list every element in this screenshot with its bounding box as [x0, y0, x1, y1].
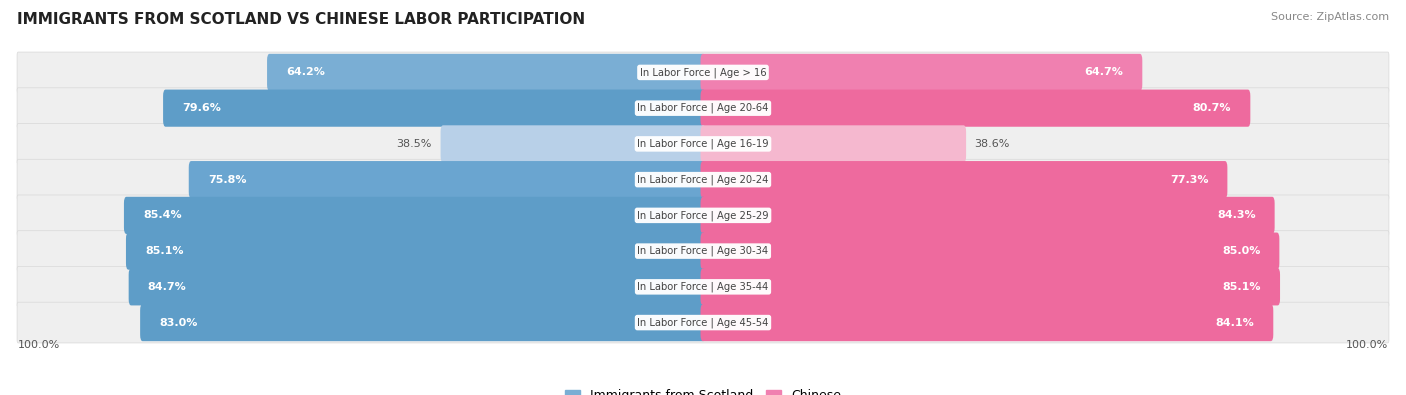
FancyBboxPatch shape [700, 54, 1142, 91]
Text: 85.4%: 85.4% [143, 211, 181, 220]
FancyBboxPatch shape [700, 161, 1227, 198]
FancyBboxPatch shape [267, 54, 706, 91]
FancyBboxPatch shape [17, 302, 1389, 343]
Text: 64.7%: 64.7% [1084, 68, 1123, 77]
FancyBboxPatch shape [188, 161, 706, 198]
Legend: Immigrants from Scotland, Chinese: Immigrants from Scotland, Chinese [560, 384, 846, 395]
Text: IMMIGRANTS FROM SCOTLAND VS CHINESE LABOR PARTICIPATION: IMMIGRANTS FROM SCOTLAND VS CHINESE LABO… [17, 12, 585, 27]
Text: 75.8%: 75.8% [208, 175, 246, 184]
FancyBboxPatch shape [17, 195, 1389, 236]
Text: 77.3%: 77.3% [1170, 175, 1208, 184]
FancyBboxPatch shape [17, 231, 1389, 271]
FancyBboxPatch shape [700, 197, 1275, 234]
FancyBboxPatch shape [17, 88, 1389, 128]
Text: In Labor Force | Age 25-29: In Labor Force | Age 25-29 [637, 210, 769, 221]
FancyBboxPatch shape [163, 90, 706, 127]
FancyBboxPatch shape [141, 304, 706, 341]
FancyBboxPatch shape [700, 304, 1274, 341]
FancyBboxPatch shape [17, 52, 1389, 93]
Text: In Labor Force | Age 20-64: In Labor Force | Age 20-64 [637, 103, 769, 113]
Text: 84.3%: 84.3% [1218, 211, 1256, 220]
FancyBboxPatch shape [17, 159, 1389, 200]
FancyBboxPatch shape [700, 125, 966, 162]
Text: 100.0%: 100.0% [1346, 340, 1388, 350]
Text: 79.6%: 79.6% [183, 103, 221, 113]
FancyBboxPatch shape [17, 124, 1389, 164]
Text: 38.5%: 38.5% [396, 139, 432, 149]
Text: 85.0%: 85.0% [1222, 246, 1260, 256]
Text: 85.1%: 85.1% [145, 246, 183, 256]
FancyBboxPatch shape [17, 267, 1389, 307]
Text: In Labor Force | Age 35-44: In Labor Force | Age 35-44 [637, 282, 769, 292]
Text: In Labor Force | Age > 16: In Labor Force | Age > 16 [640, 67, 766, 78]
Text: 83.0%: 83.0% [159, 318, 197, 327]
Text: 80.7%: 80.7% [1192, 103, 1232, 113]
Text: 38.6%: 38.6% [974, 139, 1010, 149]
Text: In Labor Force | Age 20-24: In Labor Force | Age 20-24 [637, 174, 769, 185]
Text: 84.1%: 84.1% [1216, 318, 1254, 327]
Text: In Labor Force | Age 16-19: In Labor Force | Age 16-19 [637, 139, 769, 149]
Text: Source: ZipAtlas.com: Source: ZipAtlas.com [1271, 12, 1389, 22]
Text: In Labor Force | Age 30-34: In Labor Force | Age 30-34 [637, 246, 769, 256]
FancyBboxPatch shape [700, 233, 1279, 270]
FancyBboxPatch shape [127, 233, 706, 270]
FancyBboxPatch shape [700, 90, 1250, 127]
FancyBboxPatch shape [129, 268, 706, 305]
Text: In Labor Force | Age 45-54: In Labor Force | Age 45-54 [637, 317, 769, 328]
FancyBboxPatch shape [700, 268, 1279, 305]
Text: 64.2%: 64.2% [285, 68, 325, 77]
FancyBboxPatch shape [124, 197, 706, 234]
Text: 84.7%: 84.7% [148, 282, 187, 292]
Text: 100.0%: 100.0% [18, 340, 60, 350]
Text: 85.1%: 85.1% [1223, 282, 1261, 292]
FancyBboxPatch shape [440, 125, 706, 162]
